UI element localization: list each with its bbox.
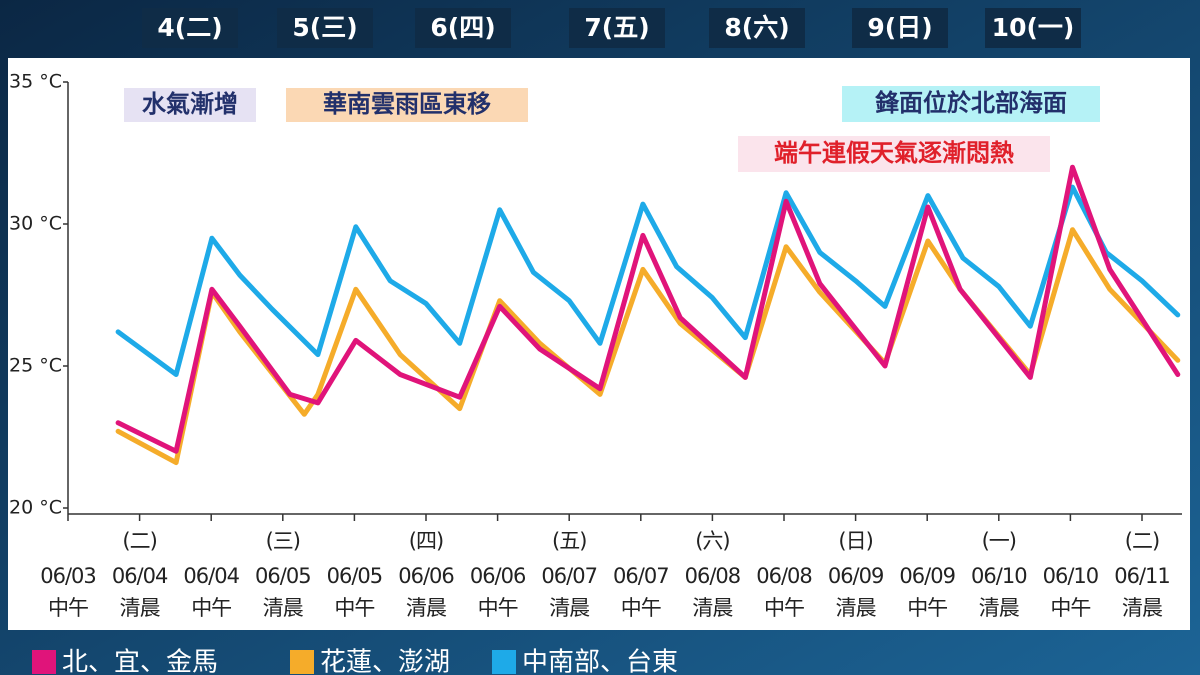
x-weekday-label: (一) <box>982 529 1016 553</box>
y-tick-label: 25 °C <box>9 355 62 377</box>
series-line <box>115 184 1181 377</box>
annotation: 華南雲雨區東移 <box>323 90 491 118</box>
x-date-label: 06/10 <box>971 564 1027 588</box>
day-header: 6(四) <box>430 13 495 42</box>
day-header: 9(日) <box>867 13 932 42</box>
legend-label: 花蓮、澎湖 <box>320 648 450 675</box>
annotation: 鋒面位於北部海面 <box>874 89 1067 117</box>
x-time-label: 中午 <box>907 596 947 620</box>
x-weekday-label: (二) <box>1125 529 1159 553</box>
annotation-box <box>286 88 528 122</box>
y-tick-label: 20 °C <box>9 497 62 519</box>
day-header: 5(三) <box>292 13 357 42</box>
x-date-label: 06/04 <box>183 564 239 588</box>
legend-swatch <box>290 650 314 674</box>
annotation: 水氣漸增 <box>142 90 238 118</box>
x-time-label: 清晨 <box>120 596 161 620</box>
x-date-label: 06/09 <box>828 564 884 588</box>
annotation-box <box>842 86 1100 122</box>
x-time-label: 清晨 <box>263 596 304 620</box>
x-time-label: 清晨 <box>979 596 1020 620</box>
day-header-box <box>985 8 1081 48</box>
day-header: 7(五) <box>584 13 649 42</box>
x-date-label: 06/08 <box>756 564 812 588</box>
day-header-box <box>569 8 665 48</box>
day-header: 8(六) <box>724 13 789 42</box>
day-header: 10(一) <box>992 13 1075 42</box>
x-time-label: 中午 <box>478 596 518 620</box>
x-time-label: 清晨 <box>1122 596 1163 620</box>
x-time-label: 中午 <box>48 596 88 620</box>
x-time-label: 清晨 <box>836 596 877 620</box>
day-header: 4(二) <box>157 13 222 42</box>
x-date-label: 06/07 <box>613 564 669 588</box>
x-time-label: 中午 <box>621 596 661 620</box>
legend-swatch <box>32 650 56 674</box>
x-date-label: 06/06 <box>398 564 454 588</box>
x-date-label: 06/05 <box>327 564 383 588</box>
x-time-label: 清晨 <box>549 596 590 620</box>
y-tick-label: 30 °C <box>9 213 62 235</box>
x-time-label: 清晨 <box>406 596 447 620</box>
day-header-box <box>709 8 805 48</box>
x-date-label: 06/07 <box>541 564 597 588</box>
x-time-label: 清晨 <box>692 596 733 620</box>
legend-swatch <box>492 650 516 674</box>
x-time-label: 中午 <box>1050 596 1090 620</box>
legend-label: 中南部、台東 <box>522 648 678 675</box>
annotation: 端午連假天氣逐漸悶熱 <box>774 139 1014 167</box>
annotation-box <box>738 136 1050 172</box>
x-date-label: 06/03 <box>40 564 96 588</box>
legend-label: 北、宜、金馬 <box>62 648 218 675</box>
day-header-box <box>852 8 948 48</box>
x-weekday-label: (四) <box>409 529 443 553</box>
y-tick-label: 35 °C <box>9 71 62 93</box>
x-time-label: 中午 <box>334 596 374 620</box>
x-weekday-label: (三) <box>266 529 300 553</box>
x-date-label: 06/10 <box>1043 564 1099 588</box>
x-weekday-label: (五) <box>552 529 586 553</box>
x-date-label: 06/11 <box>1114 564 1170 588</box>
x-time-label: 中午 <box>764 596 804 620</box>
x-date-label: 06/09 <box>899 564 955 588</box>
annotation-box <box>124 88 256 122</box>
x-time-label: 中午 <box>191 596 231 620</box>
x-date-label: 06/04 <box>112 564 168 588</box>
x-weekday-label: (二) <box>122 529 156 553</box>
x-weekday-label: (日) <box>838 529 872 553</box>
day-header-box <box>415 8 511 48</box>
series-line <box>115 164 1181 454</box>
day-header-box <box>142 8 238 48</box>
x-date-label: 06/06 <box>470 564 526 588</box>
x-date-label: 06/08 <box>685 564 741 588</box>
day-header-box <box>277 8 373 48</box>
x-weekday-label: (六) <box>695 529 729 553</box>
x-date-label: 06/05 <box>255 564 311 588</box>
